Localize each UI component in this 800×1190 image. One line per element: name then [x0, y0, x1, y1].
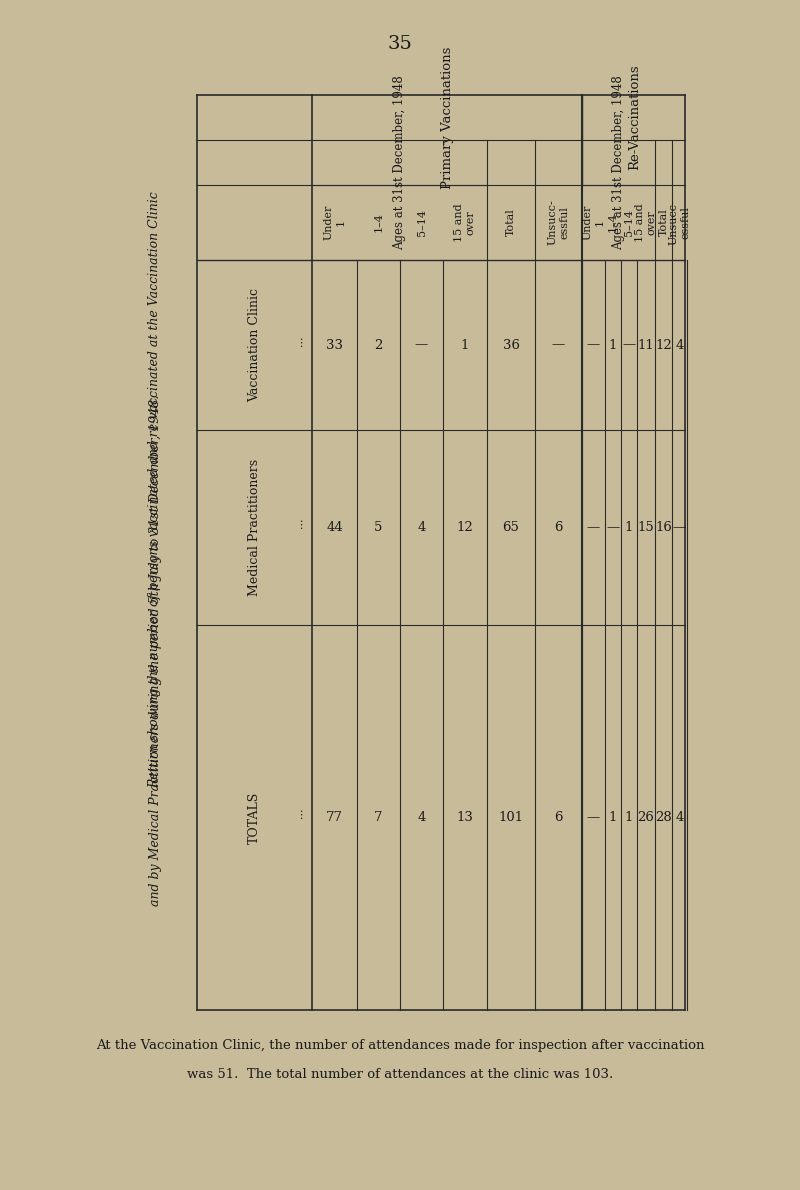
Text: Under
1: Under 1 — [324, 205, 346, 240]
Text: 1: 1 — [609, 812, 617, 823]
Text: ···: ··· — [299, 809, 309, 826]
Text: 65: 65 — [502, 521, 519, 534]
Text: 4: 4 — [675, 812, 684, 823]
Text: 1: 1 — [625, 812, 633, 823]
Text: Ages at 31st December, 1948: Ages at 31st December, 1948 — [612, 75, 625, 250]
Text: 4: 4 — [418, 521, 426, 534]
Text: 16: 16 — [655, 521, 672, 534]
Text: Total: Total — [506, 208, 516, 237]
Text: 1: 1 — [625, 521, 633, 534]
Text: Primary Vaccinations: Primary Vaccinations — [441, 46, 454, 189]
Text: TOTALS: TOTALS — [248, 791, 261, 844]
Text: 26: 26 — [638, 812, 654, 823]
Text: 13: 13 — [457, 812, 474, 823]
Text: —: — — [587, 812, 600, 823]
Text: 101: 101 — [498, 812, 523, 823]
Text: Unsucc-
essful: Unsucc- essful — [548, 200, 570, 245]
Text: 2: 2 — [374, 338, 382, 351]
Text: Under
1: Under 1 — [582, 205, 604, 240]
Text: 6: 6 — [554, 521, 562, 534]
Text: 11: 11 — [638, 338, 654, 351]
Text: 28: 28 — [655, 812, 672, 823]
Text: 33: 33 — [326, 338, 343, 351]
Text: 4: 4 — [418, 812, 426, 823]
Text: 1: 1 — [609, 338, 617, 351]
Text: 1: 1 — [461, 338, 469, 351]
Text: 5–14: 5–14 — [417, 209, 426, 236]
Text: Unsucc-
essful: Unsucc- essful — [669, 200, 690, 245]
Text: Return showing the number of persons vaccinated and re-vaccinated at the Vaccina: Return showing the number of persons vac… — [149, 192, 162, 789]
Text: 4: 4 — [675, 338, 684, 351]
Text: was 51.  The total number of attendances at the clinic was 103.: was 51. The total number of attendances … — [187, 1069, 613, 1082]
Text: —: — — [673, 521, 686, 534]
Text: —: — — [622, 338, 636, 351]
Text: 1–4: 1–4 — [608, 213, 618, 232]
Text: —: — — [552, 338, 565, 351]
Text: Ages at 31st December, 1948: Ages at 31st December, 1948 — [393, 75, 406, 250]
Text: Medical Practitioners: Medical Practitioners — [248, 459, 261, 596]
Text: 77: 77 — [326, 812, 343, 823]
Text: —: — — [587, 521, 600, 534]
Text: 1–4: 1–4 — [374, 213, 383, 232]
Text: 6: 6 — [554, 812, 562, 823]
Text: Vaccination Clinic: Vaccination Clinic — [248, 288, 261, 402]
Text: 5: 5 — [374, 521, 382, 534]
Text: —: — — [415, 338, 428, 351]
Text: —: — — [587, 338, 600, 351]
Text: 12: 12 — [457, 521, 474, 534]
Text: 7: 7 — [374, 812, 382, 823]
Text: At the Vaccination Clinic, the number of attendances made for inspection after v: At the Vaccination Clinic, the number of… — [96, 1039, 704, 1052]
Text: 15 and
over: 15 and over — [635, 203, 657, 242]
Text: 15: 15 — [638, 521, 654, 534]
Text: 44: 44 — [326, 521, 343, 534]
Text: 12: 12 — [655, 338, 672, 351]
Text: 36: 36 — [502, 338, 519, 351]
Text: ···: ··· — [299, 519, 309, 537]
Text: and by Medical Practitioners during the period 5th July to 31st December, 1948.: and by Medical Practitioners during the … — [149, 394, 162, 906]
Text: 15 and
over: 15 and over — [454, 203, 476, 242]
Text: 35: 35 — [387, 35, 413, 54]
Text: Re-Vaccinations: Re-Vaccinations — [628, 64, 641, 170]
Text: Total: Total — [658, 208, 669, 237]
Text: ···: ··· — [299, 337, 309, 353]
Text: —: — — [606, 521, 620, 534]
Text: 5–14: 5–14 — [624, 209, 634, 236]
